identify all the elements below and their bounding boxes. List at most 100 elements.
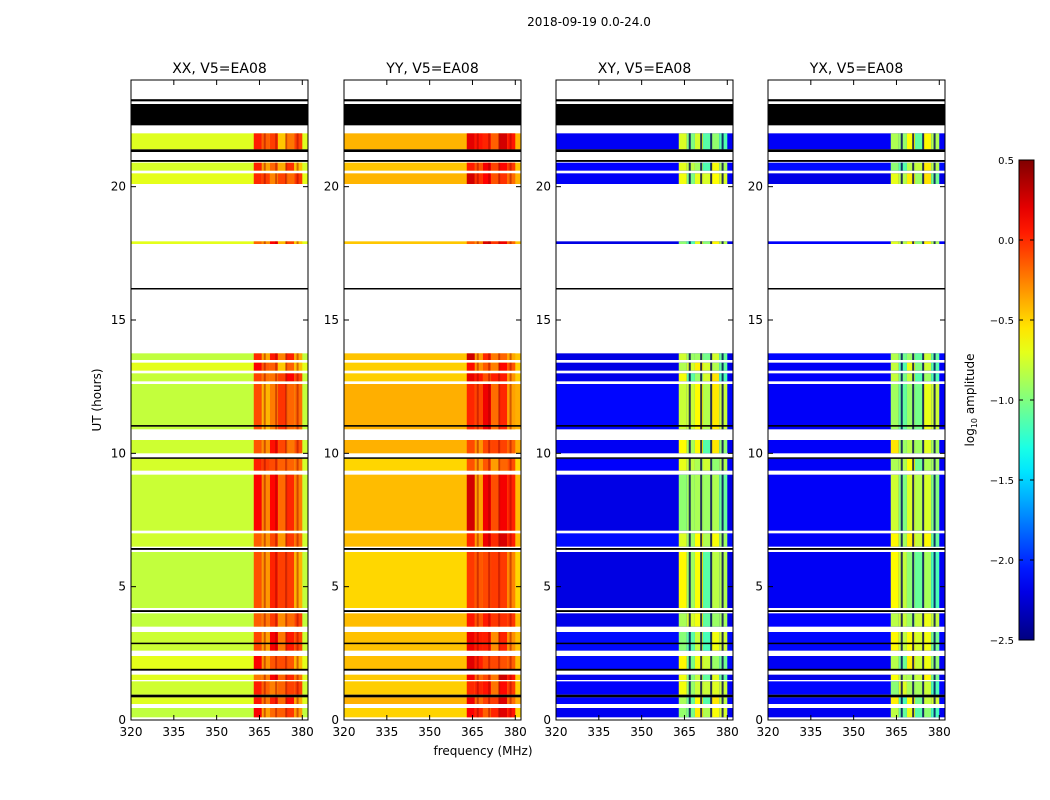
heatmap-band-cell [898,681,907,695]
heatmap-band-cell [906,708,916,718]
heatmap-band-cell [703,241,712,244]
heatmap-channel-line [275,162,278,171]
heatmap-row [344,674,521,680]
heatmap-band-cell [482,552,492,608]
heatmap-band-cell [286,474,295,531]
heatmap-band-cell [507,533,516,547]
heatmap-row [556,162,733,171]
heatmap-channel-line [488,241,491,244]
heatmap-channel-line [933,656,936,670]
heatmap-channel-line [933,458,936,471]
y-tick-label: 20 [536,180,551,194]
heatmap-band-cell [923,613,932,627]
heatmap-band-cell [491,362,500,371]
heatmap-band-cell [915,173,924,184]
heatmap-channel-line [285,384,288,430]
y-tick-label: 20 [324,180,339,194]
heatmap-channel-line [509,708,512,718]
heatmap-band-cell [499,362,508,371]
heatmap-row [344,373,521,382]
heatmap-channel-line [275,681,278,695]
heatmap-band-cell [890,674,899,680]
heatmap-row [768,708,945,718]
heatmap-channel-line [721,440,724,454]
heatmap-row [131,173,308,184]
heatmap-band-cell [686,674,695,680]
heatmap-band-cell [915,241,924,244]
heatmap-band-cell [294,384,303,430]
heatmap-band-cell [711,697,720,704]
heatmap-band-cell [906,458,916,471]
flagged-row [556,548,733,550]
heatmap-channel-line [263,362,266,371]
heatmap-band-cell [474,674,483,680]
heatmap-band-cell [686,681,695,695]
heatmap-channel-line [710,384,713,430]
heatmap-channel-line [700,632,703,651]
flagged-row [344,99,521,102]
heatmap-band-cell [466,173,475,184]
heatmap-band-cell [474,681,483,695]
flagged-row [131,104,308,126]
heatmap-band-cell [286,697,295,704]
heatmap-band-cell [915,552,924,608]
heatmap-band-cell [507,697,516,704]
heatmap-band-cell [703,440,712,454]
heatmap-channel-line [912,173,915,184]
heatmap-band-cell [261,384,270,430]
panel-frame [767,79,946,721]
heatmap-channel-line [933,552,936,608]
heatmap-channel-line [285,656,288,670]
heatmap-channel-line [509,458,512,471]
heatmap-band-cell [890,533,899,547]
heatmap-channel-line [296,440,299,454]
heatmap-channel-line [688,697,691,704]
heatmap-band-cell [694,133,704,150]
heatmap-channel-line [498,656,501,670]
heatmap-band-cell [915,458,924,471]
heatmap-channel-line [710,656,713,670]
heatmap-channel-line [498,474,501,531]
heatmap-band-cell [703,613,712,627]
heatmap-band-cell [678,173,687,184]
heatmap-band-cell [678,674,687,680]
heatmap-channel-line [275,697,278,704]
heatmap-channel-line [498,674,501,680]
heatmap-band-cell [269,697,279,704]
heatmap-channel-line [900,133,903,150]
heatmap-channel-line [721,674,724,680]
heatmap-channel-line [700,173,703,184]
heatmap-channel-line [900,708,903,718]
y-tick-label: 5 [331,580,339,594]
heatmap-channel-line [933,133,936,150]
heatmap-band-cell [491,533,500,547]
heatmap-band-cell [686,697,695,704]
heatmap-band-cell [686,162,695,171]
heatmap-band-cell [686,474,695,531]
heatmap-channel-line [922,353,925,360]
heatmap-band-cell [278,133,287,150]
heatmap-band-cell [923,162,932,171]
y-tick-label: 10 [111,446,126,460]
heatmap-band-cell [906,162,916,171]
heatmap-channel-line [285,697,288,704]
heatmap-band-cell [898,373,907,382]
heatmap-band-cell [694,440,704,454]
heatmap-channel-line [498,708,501,718]
heatmap-band-cell [491,241,500,244]
heatmap-row [556,674,733,680]
heatmap-band-cell [686,353,695,360]
x-tick-label: 335 [162,725,185,739]
heatmap-channel-line [688,384,691,430]
heatmap-band-cell [499,373,508,382]
heatmap-band-cell [923,458,932,471]
heatmap-channel-line [285,173,288,184]
heatmap-channel-line [922,697,925,704]
heatmap-band-cell [466,458,475,471]
heatmap-channel-line [509,656,512,670]
x-tick-label: 350 [842,725,865,739]
heatmap-band-cell [915,697,924,704]
heatmap-row [556,708,733,718]
heatmap-band-cell [278,533,287,547]
heatmap-band-cell [898,458,907,471]
